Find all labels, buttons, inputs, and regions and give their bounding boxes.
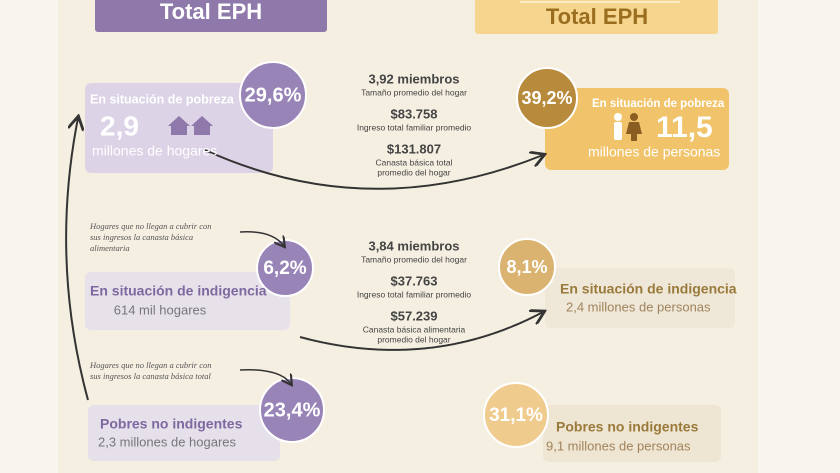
- stat-label: Tamaño promedio del hogar: [361, 87, 467, 97]
- note-arrow: [239, 369, 291, 384]
- house-icons: [168, 116, 213, 135]
- note-line: sus ingresos la canasta básica total: [90, 371, 211, 381]
- stat-value: $57.239: [391, 308, 438, 323]
- stat-value: $131.807: [387, 141, 441, 156]
- badge: [239, 61, 307, 129]
- note-line: sus ingresos la canasta básica: [90, 232, 193, 242]
- stat-value: 3,92 miembros: [368, 71, 459, 86]
- stat-label: Tamaño promedio del hogar: [361, 254, 467, 264]
- box-label: Pobres no indigentes: [100, 416, 243, 432]
- badge: [483, 382, 549, 448]
- badge: [498, 238, 556, 296]
- stat-label: Canasta básica total: [375, 157, 452, 167]
- note-line: Hogares que no llegan a cubrir con: [89, 360, 212, 370]
- note-line: alimentaria: [90, 243, 130, 253]
- panel: [58, 0, 758, 473]
- box-value: 11,5: [656, 111, 713, 144]
- badge-percent: 8,1%: [506, 257, 547, 277]
- badge-percent: 23,4%: [264, 399, 321, 421]
- stat-value: $37.763: [391, 273, 438, 288]
- box-unit: 2,4 millones de personas: [566, 299, 711, 314]
- flow-arrow: [299, 312, 543, 351]
- box-label: Pobres no indigentes: [556, 419, 699, 435]
- badge-percent: 29,6%: [245, 84, 302, 106]
- stat-value: $83.758: [391, 106, 438, 121]
- stat-label: Ingreso total familiar promedio: [357, 289, 472, 299]
- box-label: En situación de indigencia: [560, 281, 737, 297]
- stat-label: promedio del hogar: [377, 167, 450, 177]
- people-icons: [614, 113, 642, 141]
- header-right-box: [475, 0, 718, 34]
- household-box: [88, 405, 280, 461]
- badge-percent: 39,2%: [521, 88, 572, 108]
- note-line: Hogares que no llegan a cubrir con: [89, 221, 212, 231]
- header-title: Total EPH: [160, 0, 262, 24]
- box-label: En situación de pobreza: [90, 92, 235, 106]
- box-unit: 2,3 millones de hogares: [98, 434, 237, 449]
- header-title: Total EPH: [546, 4, 648, 29]
- box-unit: 9,1 millones de personas: [546, 438, 691, 453]
- box-label: En situación de indigencia: [90, 283, 267, 299]
- note-arrow: [239, 231, 284, 246]
- header-left-box: [95, 0, 327, 32]
- badge-percent: 31,1%: [489, 405, 543, 426]
- stat-label: promedio del hogar: [377, 334, 450, 344]
- household-box: [85, 272, 290, 330]
- people-box: [543, 405, 721, 462]
- loop-arrow: [65, 118, 89, 401]
- box-unit: 614 mil hogares: [114, 302, 207, 317]
- flow-arrow: [204, 149, 543, 190]
- stat-label: Canasta básica alimentaria: [363, 324, 466, 334]
- box-unit: millones de personas: [588, 144, 720, 160]
- badge-percent: 6,2%: [263, 258, 306, 279]
- box-value: 2,9: [100, 110, 139, 141]
- stat-value: 3,84 miembros: [368, 238, 459, 253]
- people-box: [545, 268, 735, 328]
- badge: [516, 67, 578, 129]
- box-label: En situación de pobreza: [592, 98, 725, 110]
- box-unit: millones de hogares: [92, 143, 217, 159]
- stat-label: Ingreso total familiar promedio: [357, 122, 472, 132]
